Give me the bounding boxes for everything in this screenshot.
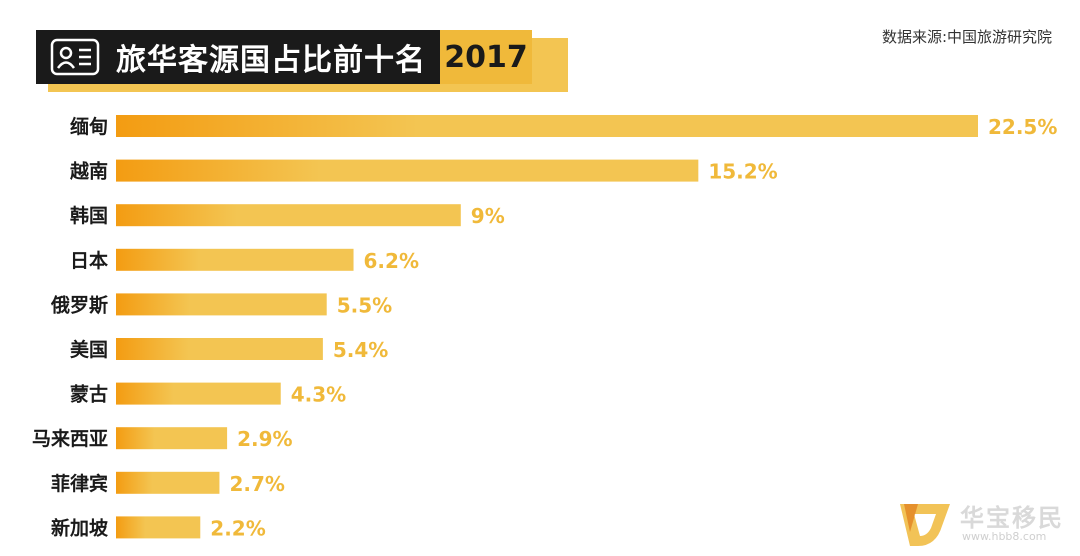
bar (116, 159, 699, 182)
title-year: 2017 (440, 30, 532, 84)
data-label: 9% (471, 204, 505, 228)
data-label: 2.2% (210, 516, 265, 540)
category-label: 马来西亚 (32, 428, 108, 450)
category-label: 菲律宾 (51, 472, 108, 495)
category-label: 越南 (69, 160, 108, 183)
id-card-icon (50, 38, 100, 76)
bar (116, 293, 327, 316)
bar (116, 115, 978, 137)
brand-logo-icon (900, 504, 950, 546)
watermark-name: 华宝移民 (960, 503, 1064, 532)
data-label: 6.2% (364, 249, 419, 273)
data-label: 2.7% (229, 472, 284, 496)
data-label: 5.4% (333, 338, 388, 362)
data-source: 数据来源:中国旅游研究院 (881, 28, 1052, 46)
watermark-url: www.hbb8.com (962, 530, 1047, 543)
category-label: 新加坡 (51, 516, 109, 539)
chart-title: 旅华客源国占比前十名 (116, 43, 426, 78)
bars-layer: 缅甸 22.5% 越南 15.2% 韩国 9% 日本 6.2% 俄罗斯 5.5% 美国 5.4% 蒙古 4… (32, 115, 1057, 540)
data-label: 5.5% (337, 293, 392, 317)
bar (116, 516, 201, 539)
category-label: 缅甸 (70, 115, 108, 138)
bar (116, 471, 220, 494)
title-main-box: 旅华客源国占比前十名 (36, 30, 440, 84)
data-label: 2.9% (237, 427, 292, 451)
category-label: 日本 (70, 249, 108, 272)
watermark: 华宝移民 www.hbb8.com (896, 496, 1072, 552)
bar (116, 204, 461, 227)
category-label: 美国 (70, 338, 108, 361)
category-label: 韩国 (70, 204, 108, 227)
data-label: 4.3% (291, 383, 346, 407)
category-label: 蒙古 (70, 383, 108, 406)
bar (116, 382, 281, 405)
bar (116, 338, 323, 360)
chart-title-block: 旅华客源国占比前十名 2017 (36, 30, 532, 84)
data-label: 15.2% (708, 160, 777, 184)
bar (116, 248, 354, 271)
data-label: 22.5% (988, 115, 1057, 139)
category-label: 俄罗斯 (50, 293, 108, 316)
bar (116, 427, 228, 450)
